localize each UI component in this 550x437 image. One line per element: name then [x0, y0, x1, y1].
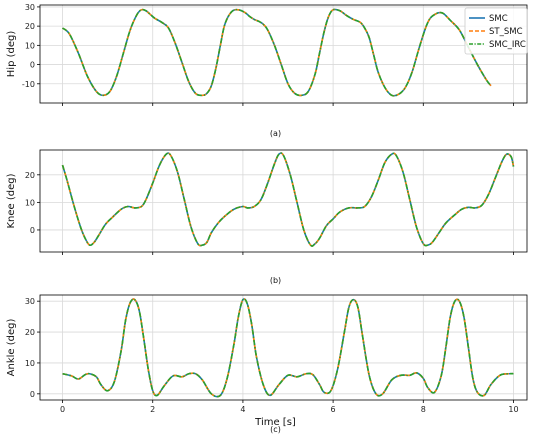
xtick-label: 2: [150, 405, 155, 414]
x-axis-label: Time [s]: [254, 417, 296, 428]
panel-1: -10 0 10 20 30 Hip (deg) (a) SMC ST_SMC SMC_IRC: [6, 3, 528, 138]
axes-frame: [39, 149, 528, 253]
xtick-label: 6: [331, 405, 336, 414]
panel-caption: (c): [270, 425, 281, 434]
panel-caption: (a): [270, 129, 281, 138]
panel-2: 0 10 20 Knee (deg) (b): [6, 149, 528, 285]
legend-label: SMC: [489, 14, 508, 24]
series-smc-irc: [61, 152, 515, 247]
ytick-label: 20: [25, 171, 35, 180]
y-axis-label: Knee (deg): [6, 173, 17, 228]
legend: SMC ST_SMC SMC_IRC: [464, 7, 528, 55]
ytick-label: 30: [25, 297, 35, 306]
ytick-label: 10: [25, 359, 35, 368]
axes-frame: [39, 4, 528, 104]
legend-label: SMC_IRC: [489, 40, 526, 50]
ytick-label: 20: [25, 22, 35, 31]
ytick-label: 0: [30, 390, 35, 399]
xtick-label: 10: [508, 405, 518, 414]
y-axis-label: Ankle (deg): [6, 319, 17, 377]
axes-frame: [39, 294, 528, 401]
y-axis-label: Hip (deg): [6, 31, 17, 78]
legend-box: [464, 7, 528, 55]
series-smc-irc: [62, 298, 514, 398]
ytick-label: 0: [30, 61, 35, 70]
panel-caption: (b): [270, 276, 281, 285]
xtick-label: 8: [421, 405, 426, 414]
xtick-label: 0: [60, 405, 65, 414]
ytick-label: 0: [30, 226, 35, 235]
ytick-label: -10: [22, 80, 35, 89]
ytick-label: 10: [25, 198, 35, 207]
legend-label: ST_SMC: [489, 27, 523, 37]
ytick-label: 30: [25, 3, 35, 12]
series-smc-irc: [62, 8, 492, 97]
ytick-label: 10: [25, 41, 35, 50]
xtick-label: 4: [240, 405, 245, 414]
ytick-label: 20: [25, 328, 35, 337]
panel-3: 0 10 20 30 0 2 4 6 8 10 Ankle (deg) Time [s](c): [6, 294, 528, 434]
